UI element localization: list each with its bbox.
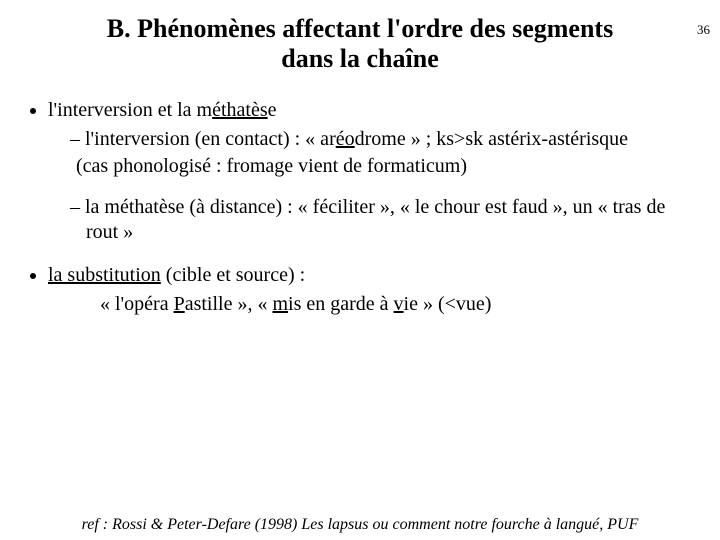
sub-interversion-contact: – l'interversion (en contact) : « aréodr… bbox=[70, 127, 702, 152]
sub2-und3: v bbox=[394, 293, 404, 315]
spacer bbox=[70, 179, 702, 193]
bullet-substitution: la substitution (cible et source) : « l'… bbox=[48, 263, 702, 317]
bullet1-text-und: éthatès bbox=[212, 99, 268, 121]
sub1a-post: drome » ; ks>sk astérix-astérisque bbox=[355, 128, 628, 150]
page-number: 36 bbox=[697, 22, 710, 38]
sub1a-und: éo bbox=[336, 128, 355, 150]
reference-citation: ref : Rossi & Peter-Defare (1998) Les la… bbox=[0, 516, 720, 534]
sub2-pre: « l'opéra bbox=[100, 293, 174, 315]
bullet2-subgroup: « l'opéra Pastille », « mis en garde à v… bbox=[70, 292, 702, 317]
sub-substitution-examples: « l'opéra Pastille », « mis en garde à v… bbox=[100, 292, 702, 317]
sub2-und2: m bbox=[272, 293, 288, 315]
slide-body: l'interversion et la méthatèse – l'inter… bbox=[0, 98, 720, 317]
sub2-mid2: is en garde à bbox=[288, 293, 394, 315]
sub-phonologise-note: (cas phonologisé : fromage vient de form… bbox=[76, 154, 702, 179]
slide-title: B. Phénomènes affectant l'ordre des segm… bbox=[90, 14, 630, 74]
bullet1-text-post: e bbox=[268, 99, 277, 121]
slide: 36 B. Phénomènes affectant l'ordre des s… bbox=[0, 14, 720, 540]
bullet1-text-pre: l'interversion et la m bbox=[48, 99, 212, 121]
bullet1-subgroup: – l'interversion (en contact) : « aréodr… bbox=[70, 127, 702, 245]
sub2-mid1: astille », « bbox=[185, 293, 273, 315]
sub-methatese-distance: – la méthatèse (à distance) : « fécilite… bbox=[70, 195, 702, 245]
sub2-post: ie » (<vue) bbox=[404, 293, 492, 315]
bullet-interversion: l'interversion et la méthatèse – l'inter… bbox=[48, 98, 702, 245]
bullet2-und: la substitution bbox=[48, 264, 161, 286]
title-line-1: B. Phénomènes affectant l'ordre des segm… bbox=[107, 14, 613, 43]
title-line-2: dans la chaîne bbox=[281, 44, 439, 73]
sub2-und1: P bbox=[174, 293, 185, 315]
bullet2-post: (cible et source) : bbox=[161, 264, 305, 286]
sub1a-pre: – l'interversion (en contact) : « ar bbox=[70, 128, 336, 150]
bullet-list: l'interversion et la méthatèse – l'inter… bbox=[18, 98, 702, 317]
